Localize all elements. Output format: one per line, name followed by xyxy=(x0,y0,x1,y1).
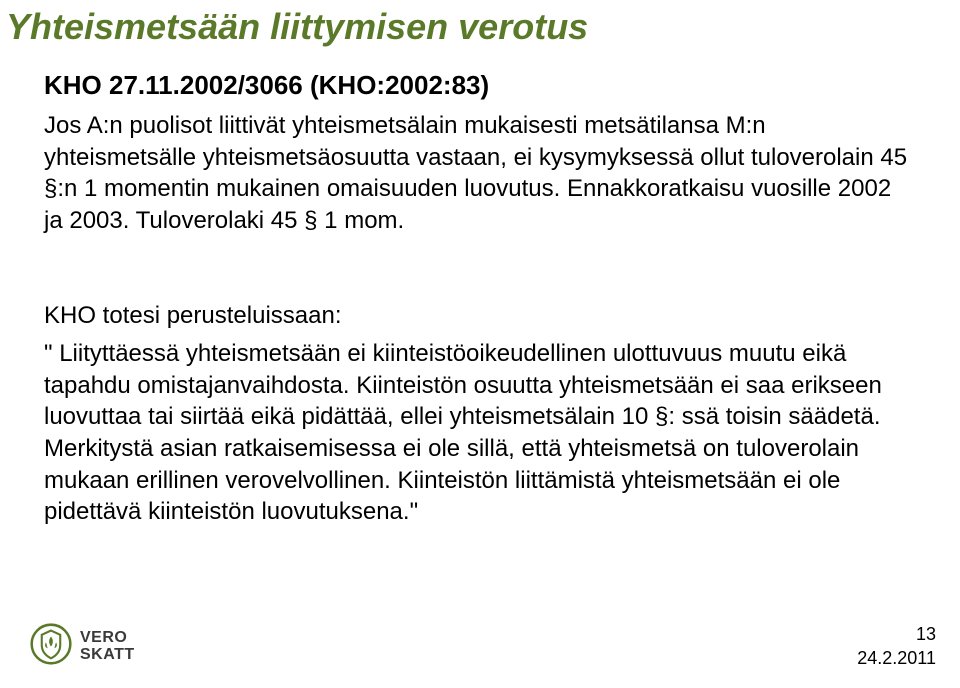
agency-name-top: VERO xyxy=(80,630,135,647)
agency-name: VERO SKATT xyxy=(80,630,135,664)
shield-icon xyxy=(30,623,72,670)
summary-paragraph: Jos A:n puolisot liittivät yhteismetsäla… xyxy=(44,110,914,237)
slide-title: Yhteismetsään liittymisen verotus xyxy=(6,6,588,48)
case-reference: KHO 27.11.2002/3066 (KHO:2002:83) xyxy=(44,70,489,101)
reasoning-intro: KHO totesi perusteluissaan: xyxy=(44,302,914,330)
agency-logo: VERO SKATT xyxy=(30,623,135,670)
footer-date: 24.2.2011 xyxy=(857,647,936,670)
page-number: 13 xyxy=(857,623,936,646)
reasoning-quote: " Liityttäessä yhteismetsään ei kiinteis… xyxy=(44,338,914,528)
slide: Yhteismetsään liittymisen verotus KHO 27… xyxy=(0,0,960,688)
footer: 13 24.2.2011 xyxy=(857,623,936,670)
agency-name-bottom: SKATT xyxy=(80,647,135,664)
